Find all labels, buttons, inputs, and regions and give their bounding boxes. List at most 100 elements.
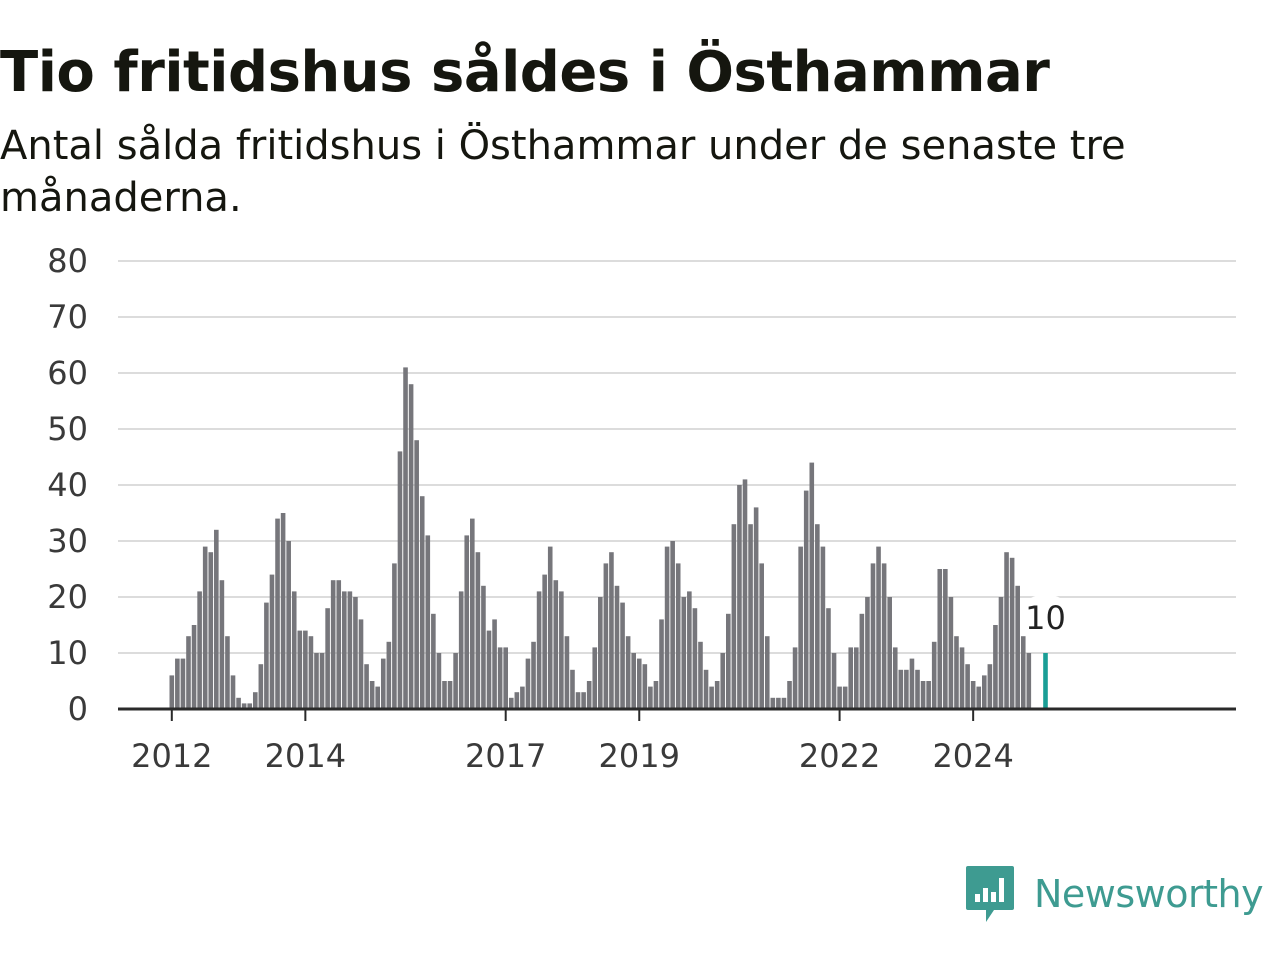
bar (603, 563, 609, 709)
bar (380, 658, 386, 709)
bar (809, 462, 815, 709)
bar (675, 563, 681, 709)
y-tick-label: 30 (47, 522, 88, 560)
bar (854, 647, 859, 709)
bar (275, 518, 280, 709)
bar (258, 664, 264, 709)
bar (959, 647, 965, 709)
bar (314, 653, 319, 709)
bar (926, 681, 931, 709)
bar (447, 681, 453, 709)
bar (670, 541, 675, 709)
y-tick-label: 40 (47, 466, 88, 504)
bar (609, 552, 614, 709)
bar (792, 647, 798, 709)
bar (475, 552, 481, 709)
bar (709, 686, 714, 709)
bar (247, 703, 253, 709)
bar (397, 451, 403, 709)
bar (531, 641, 536, 709)
bar (1020, 636, 1026, 709)
bar (848, 647, 854, 709)
bar (1009, 557, 1015, 709)
bar (965, 664, 970, 709)
bar (269, 574, 275, 709)
y-tick-label: 70 (47, 298, 88, 336)
bar (336, 580, 342, 709)
bar (219, 580, 225, 709)
bar (614, 585, 620, 709)
bar (575, 692, 581, 709)
chart-subtitle: Antal sålda fritidshus i Östhammar under… (0, 123, 1126, 221)
bar (547, 546, 553, 709)
bar-highlight (1043, 653, 1048, 709)
bar (347, 591, 353, 709)
bar (954, 636, 959, 709)
bar (592, 647, 598, 709)
bar (687, 591, 692, 709)
bar (564, 636, 570, 709)
bar (431, 613, 436, 709)
bar (987, 664, 993, 709)
bar (425, 535, 431, 709)
x-tick-label: 2022 (799, 737, 880, 775)
bar (726, 613, 731, 709)
bar (648, 686, 653, 709)
x-tick-label: 2017 (465, 737, 546, 775)
bar (776, 697, 781, 709)
bar (191, 625, 197, 709)
bar (308, 636, 314, 709)
bar (230, 675, 236, 709)
data-label: 10 (1025, 599, 1066, 637)
chart-title: Tio fritidshus såldes i Östhammar (0, 40, 1050, 105)
bar (731, 524, 737, 709)
bar (993, 625, 998, 709)
bar (620, 602, 625, 709)
bar (197, 591, 202, 709)
bar (403, 367, 408, 709)
bar (909, 658, 915, 709)
bar (169, 675, 175, 709)
bar (375, 686, 380, 709)
newsworthy-logo-icon (966, 866, 1014, 922)
bar (458, 591, 464, 709)
bar (497, 647, 503, 709)
bar (820, 546, 826, 709)
bar (970, 681, 976, 709)
bar (319, 653, 325, 709)
bar (553, 580, 559, 709)
bar (419, 496, 425, 709)
bar (1004, 552, 1009, 709)
bar (915, 669, 920, 709)
bar (330, 580, 336, 709)
bar (803, 490, 809, 709)
bar (720, 653, 726, 709)
bar (353, 597, 358, 709)
bar (503, 647, 508, 709)
bar (681, 597, 687, 709)
bar (486, 630, 492, 709)
y-tick-label: 0 (68, 690, 88, 728)
bar (770, 697, 776, 709)
bar (180, 658, 186, 709)
bar (865, 597, 870, 709)
bar (631, 653, 636, 709)
bar (764, 636, 770, 709)
bar (225, 636, 230, 709)
bar (436, 653, 442, 709)
bar (742, 479, 748, 709)
bar (598, 597, 603, 709)
bar (664, 546, 670, 709)
bar (876, 546, 881, 709)
bar (252, 692, 258, 709)
bar (826, 608, 831, 709)
bar (464, 535, 470, 709)
bar (586, 681, 592, 709)
bar (514, 692, 520, 709)
bar (520, 686, 525, 709)
bar (525, 658, 531, 709)
bar (753, 507, 759, 709)
brand: Newsworthy (964, 864, 1264, 924)
bar (815, 524, 820, 709)
y-tick-label: 10 (47, 634, 88, 672)
